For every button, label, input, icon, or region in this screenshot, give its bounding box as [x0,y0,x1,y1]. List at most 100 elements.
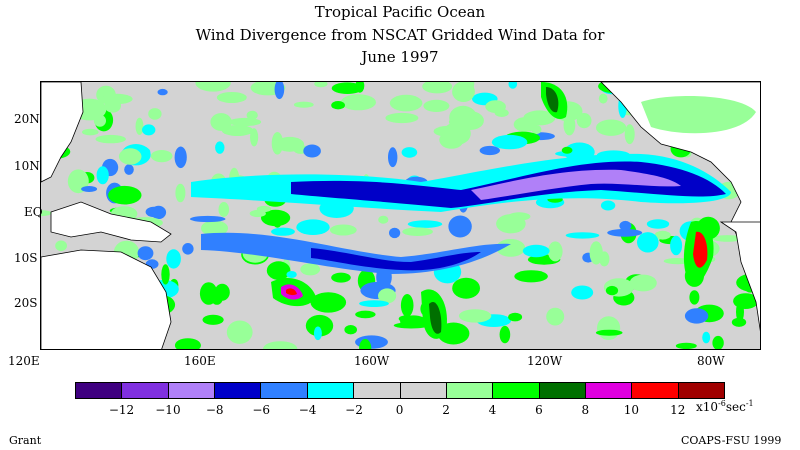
field-patch [355,82,365,93]
field-patch [81,186,98,192]
colorbar-tick-label: 2 [442,403,450,417]
lon-label-120w: 120W [527,354,563,368]
lon-label-80w: 80W [697,354,725,368]
field-patch [215,141,225,154]
field-patch [41,210,52,217]
field-patch [266,261,291,280]
spcz-deep-blue [311,248,481,271]
divergence-field [41,82,760,349]
field-patch [296,219,330,235]
colorbar-tick-label: −12 [108,403,135,417]
field-patch [359,300,389,307]
south-america-coast [719,221,760,332]
lon-label-160e: 160E [184,354,216,368]
field-patch [182,243,194,255]
colorbar-tick-label: −4 [298,403,317,417]
field-patch [452,277,480,299]
asia-land [41,82,84,183]
field-patch [148,108,162,120]
field-patch [499,325,511,344]
field-patch [228,117,262,127]
field-patch [711,235,744,242]
field-patch [684,308,709,324]
units-tail-exp: -1 [745,399,754,408]
field-patch [496,239,526,257]
field-patch [398,315,416,323]
colorbar-swatch [76,383,123,398]
field-patch [216,92,247,103]
field-patch [218,202,230,217]
field-patch [96,166,109,185]
land-masses [41,82,760,349]
field-patch [589,241,603,265]
field-patch [286,271,297,278]
field-patch [331,101,345,110]
field-patch [522,244,550,258]
field-patch [305,314,334,337]
field-patch [378,288,397,304]
field-patch [702,331,711,344]
field-patch [250,128,259,147]
field-patch [637,232,659,253]
field-patch [199,282,218,305]
units-exp: -6 [718,399,726,408]
colorbar-tick-label: 6 [535,403,543,417]
field-patch [314,82,328,88]
field-patch [400,294,414,317]
colorbar-tick-label: 4 [488,403,497,417]
colorbar-tick-label: 8 [581,403,590,417]
field-patch [494,108,509,117]
title-line-2: Wind Divergence from NSCAT Gridded Wind … [195,26,605,44]
field-patch [195,82,231,92]
field-patch [619,220,632,231]
field-patch [329,224,357,236]
field-patch [202,314,224,325]
field-patch [646,219,670,229]
field-patch [101,93,133,105]
field-patch [458,309,492,323]
field-patch [597,316,621,340]
field-patch [654,230,671,240]
colorbar-swatch [354,383,401,398]
field-patch [271,227,295,236]
colorbar-tick-label: −2 [345,403,363,417]
field-patch [355,310,376,319]
field-patch [423,99,450,112]
field-patch [150,150,173,163]
field-patch [256,205,272,213]
colorbar-swatch [122,383,169,398]
field-patch [595,329,623,336]
field-patch [82,128,99,136]
field-patch [388,147,398,168]
field-patch [174,338,201,349]
field-patch [310,292,347,313]
field-patch [246,110,258,120]
field-patch [531,125,542,135]
field-patch [274,82,285,100]
field-patch [598,93,608,104]
field-patch [401,147,418,158]
maritime-continent [50,201,172,243]
field-patch [95,134,126,144]
field-patch [271,132,284,155]
title-line-3: June 1997 [361,48,439,66]
colorbar-swatch [400,383,447,398]
central-america-land [600,82,760,315]
divergence-map [40,81,761,350]
field-patch [600,200,616,211]
colorbar-swatch [678,383,725,398]
colorbar-tick-label: 0 [395,403,404,417]
field-patch [118,148,142,165]
field-patch [422,82,453,94]
itcz-violet-core [471,169,681,200]
field-patch [596,119,627,136]
field-patch [145,206,163,218]
field-patch [496,214,526,234]
field-patch [514,270,548,283]
field-patch [385,112,419,124]
field-patch [226,320,253,344]
footer-author: Grant [9,434,42,447]
field-patch [174,146,187,169]
field-patch [407,220,443,228]
